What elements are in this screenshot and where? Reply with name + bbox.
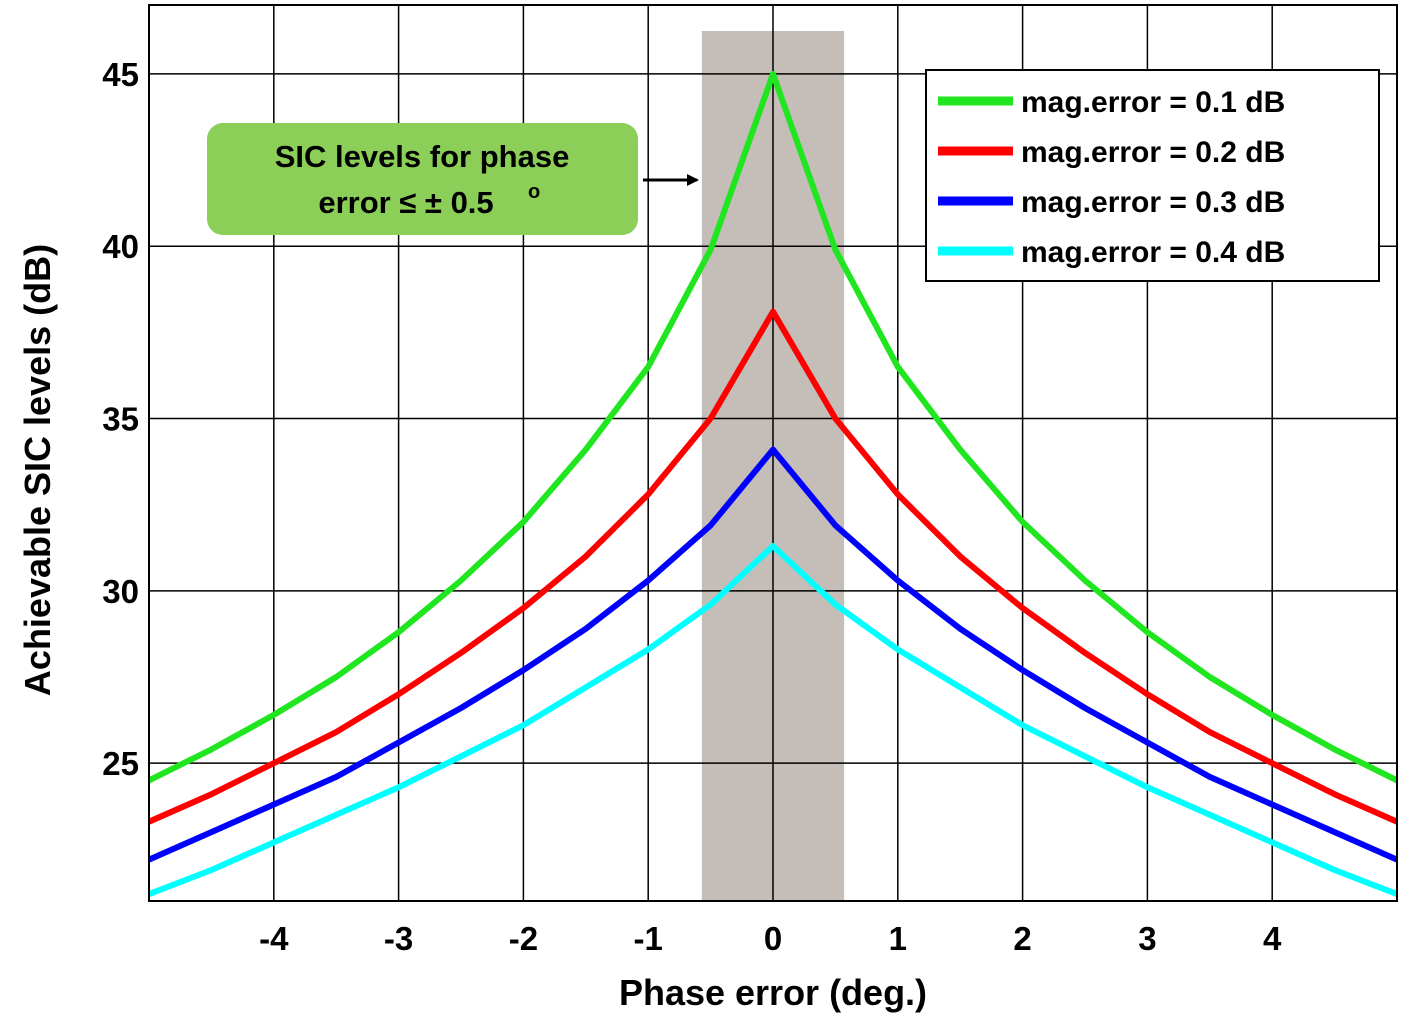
annotation-line-1: SIC levels for phase (275, 139, 570, 174)
tick-labels: -4 -3 -2 -1 0 1 2 3 4 25 30 35 40 45 (102, 56, 1282, 957)
legend: mag.error = 0.1 dB mag.error = 0.2 dB ma… (925, 69, 1380, 282)
annotation-box (207, 123, 638, 235)
x-tick-label-0: -4 (259, 920, 289, 957)
y-tick-label-2: 35 (102, 401, 139, 438)
annotation-line-2: error ≤ ± 0.5 (318, 185, 493, 220)
annotation: SIC levels for phase error ≤ ± 0.5 o (207, 123, 699, 235)
y-tick-label-1: 30 (102, 573, 139, 610)
series-group (149, 70, 1397, 898)
series-line-0 (149, 70, 1397, 784)
x-tick-label-4: 0 (764, 920, 782, 957)
x-tick-label-5: 1 (889, 920, 907, 957)
grid (149, 5, 1397, 901)
legend-label-0: mag.error = 0.1 dB (1021, 86, 1285, 119)
x-tick-label-2: -2 (509, 920, 538, 957)
y-tick-label-4: 45 (102, 56, 139, 93)
y-tick-label-0: 25 (102, 745, 139, 782)
x-tick-label-7: 3 (1138, 920, 1156, 957)
annotation-superscript: o (528, 181, 540, 203)
series-line-2 (149, 446, 1397, 863)
series-line-3 (149, 543, 1397, 898)
y-axis-label: Achievable SIC levels (dB) (17, 244, 58, 696)
x-tick-label-8: 4 (1263, 920, 1282, 957)
legend-label-2: mag.error = 0.3 dB (1021, 186, 1285, 219)
x-tick-label-1: -3 (384, 920, 413, 957)
legend-label-1: mag.error = 0.2 dB (1021, 136, 1285, 169)
x-tick-label-6: 2 (1013, 920, 1031, 957)
legend-label-3: mag.error = 0.4 dB (1021, 236, 1285, 269)
x-tick-label-3: -1 (634, 920, 663, 957)
series-line-1 (149, 308, 1397, 825)
y-tick-label-3: 40 (102, 228, 139, 265)
x-axis-label: Phase error (deg.) (619, 972, 927, 1013)
plot-frame (148, 4, 1398, 902)
